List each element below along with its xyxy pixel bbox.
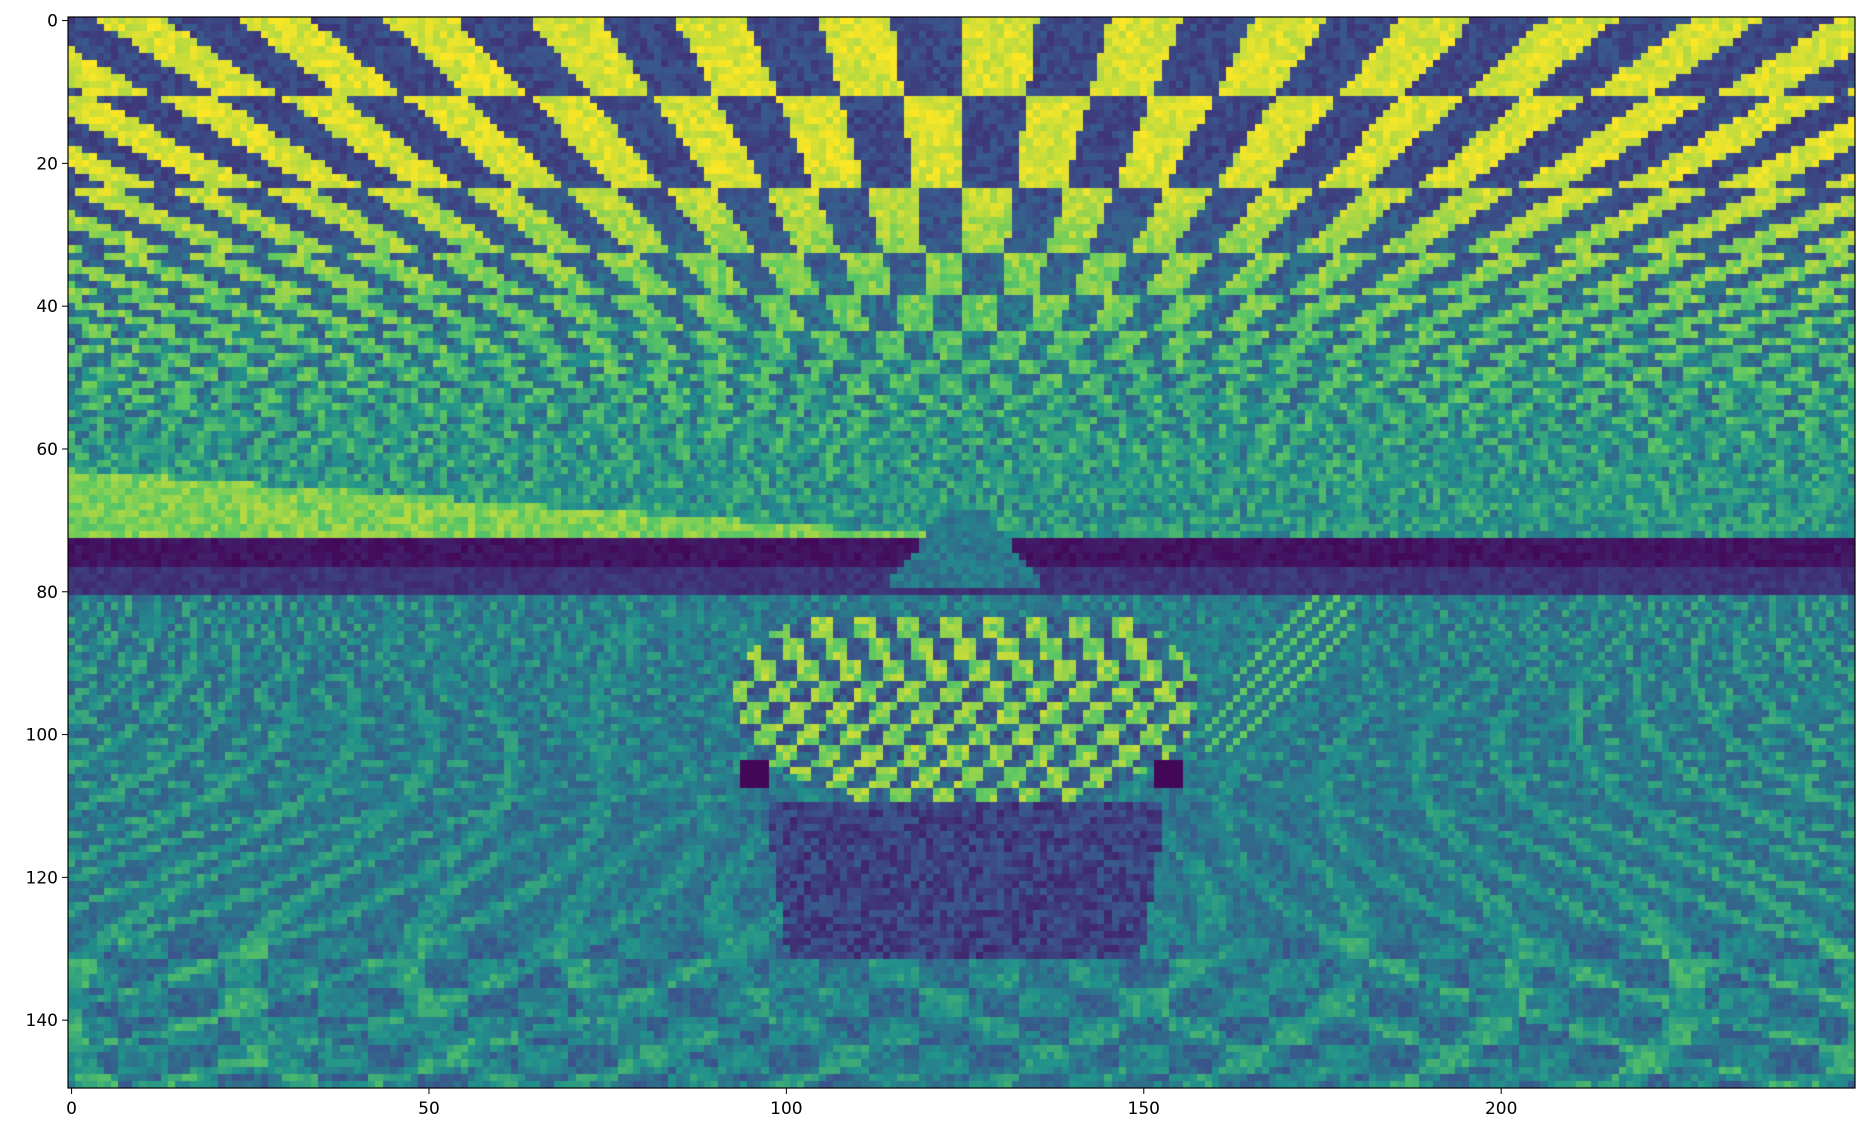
y-tick-label: 100 <box>26 726 58 746</box>
axes-frame <box>67 16 1856 1089</box>
x-tick-label: 50 <box>418 1099 440 1119</box>
y-tick-label: 60 <box>36 440 58 460</box>
x-tick-label: 150 <box>1128 1099 1160 1119</box>
y-tick-label: 120 <box>26 868 58 888</box>
x-tick-label: 0 <box>66 1099 77 1119</box>
plot-area <box>68 17 1855 1088</box>
y-tick-label: 20 <box>36 154 58 174</box>
y-tick-label: 0 <box>47 12 58 32</box>
x-tick-label: 100 <box>770 1099 802 1119</box>
heatmap-image <box>68 17 1855 1088</box>
y-tick-label: 40 <box>36 297 58 317</box>
x-axis: 0 50 100 150 200 <box>66 1088 1517 1119</box>
y-tick-label: 80 <box>36 583 58 603</box>
y-tick-label: 140 <box>26 1011 58 1031</box>
y-axis: 0 20 40 60 80 100 120 140 <box>26 12 68 1031</box>
x-tick-label: 200 <box>1485 1099 1517 1119</box>
